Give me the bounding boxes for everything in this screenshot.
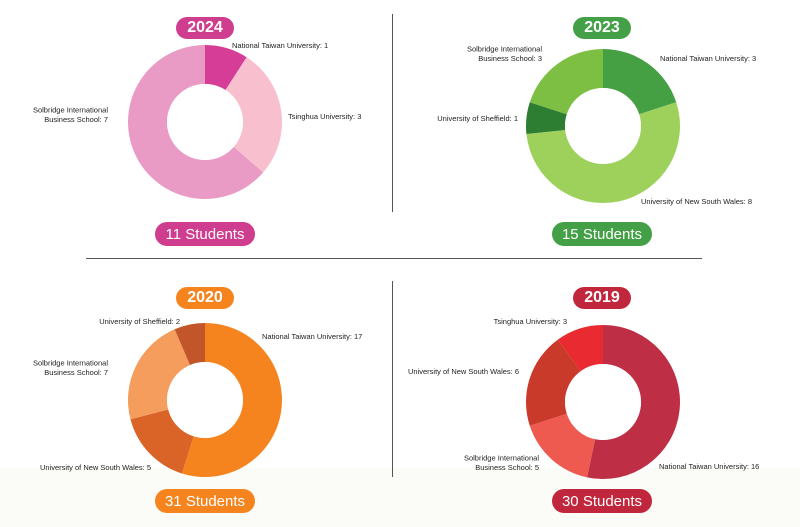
slice-2023-2 xyxy=(526,102,680,204)
slice-2023-1 xyxy=(603,49,677,115)
slice-2020-1 xyxy=(181,323,282,477)
donut-chart-2020: National Taiwan University: 17 University… xyxy=(33,317,362,477)
slice-label-2024-2: Tsinghua University: 3 xyxy=(288,112,361,121)
slice-2019-4 xyxy=(557,325,603,372)
divider-bottom xyxy=(392,281,393,477)
slice-2020-3 xyxy=(128,329,191,420)
slice-2024-2 xyxy=(225,57,282,173)
slice-label-2020-3: Solbridge International Business School: … xyxy=(33,358,108,377)
divider-middle xyxy=(86,258,702,259)
slice-label-2024-1: National Taiwan University: 1 xyxy=(232,41,328,50)
slice-2023-4 xyxy=(529,49,603,115)
slice-label-2020-2: University of New South Wales: 5 xyxy=(40,463,151,472)
slice-label-2020-4: University of Sheffield: 2 xyxy=(99,317,180,326)
slice-label-2019-4: Tsinghua University: 3 xyxy=(494,317,567,326)
year-pill-2024: 2024 xyxy=(176,17,234,39)
slice-2020-4 xyxy=(174,323,205,366)
slice-label-2023-3: University of Sheffield: 1 xyxy=(437,114,518,123)
year-pill-2023: 2023 xyxy=(573,17,631,39)
slice-2019-3 xyxy=(526,339,581,426)
slice-label-2020-1: National Taiwan University: 17 xyxy=(262,332,362,341)
slice-label-2024-3: Solbridge International Business School: … xyxy=(33,105,108,124)
bottom-band xyxy=(0,468,800,527)
slice-label-2019-3: University of New South Wales: 6 xyxy=(408,367,519,376)
slice-label-2019-1: National Taiwan University: 16 xyxy=(659,462,759,471)
student-count-2024: 11 Students xyxy=(155,222,255,246)
slice-2024-3 xyxy=(127,45,264,200)
year-pill-2019: 2019 xyxy=(573,287,631,309)
donut-hole-2024 xyxy=(167,84,243,160)
slice-2024-1 xyxy=(205,45,247,91)
donut-chart-2019: National Taiwan University: 16 Solbridge … xyxy=(408,317,759,480)
donut-chart-2023: National Taiwan University: 3 University … xyxy=(437,44,756,206)
student-count-2020: 31 Students xyxy=(155,489,255,513)
slice-label-2023-2: University of New South Wales: 8 xyxy=(641,197,752,206)
divider-top xyxy=(392,14,393,212)
donut-chart-2024: National Taiwan University: 1 Tsinghua Un… xyxy=(33,41,361,200)
slice-label-2019-2: Solbridge International Business School: … xyxy=(464,453,539,472)
slice-2023-3 xyxy=(526,102,567,135)
year-pill-2020: 2020 xyxy=(176,287,234,309)
slice-2020-2 xyxy=(130,409,194,474)
student-count-2019: 30 Students xyxy=(552,489,652,513)
slice-label-2023-1: National Taiwan University: 3 xyxy=(660,54,756,63)
donut-hole-2023 xyxy=(565,88,641,164)
slice-2019-1 xyxy=(586,325,681,480)
donut-hole-2019 xyxy=(565,364,641,440)
slice-label-2023-4: Solbridge International Business School: … xyxy=(467,44,542,63)
donut-hole-2020 xyxy=(167,362,243,438)
student-count-2023: 15 Students xyxy=(552,222,652,246)
slice-2019-2 xyxy=(529,413,596,478)
